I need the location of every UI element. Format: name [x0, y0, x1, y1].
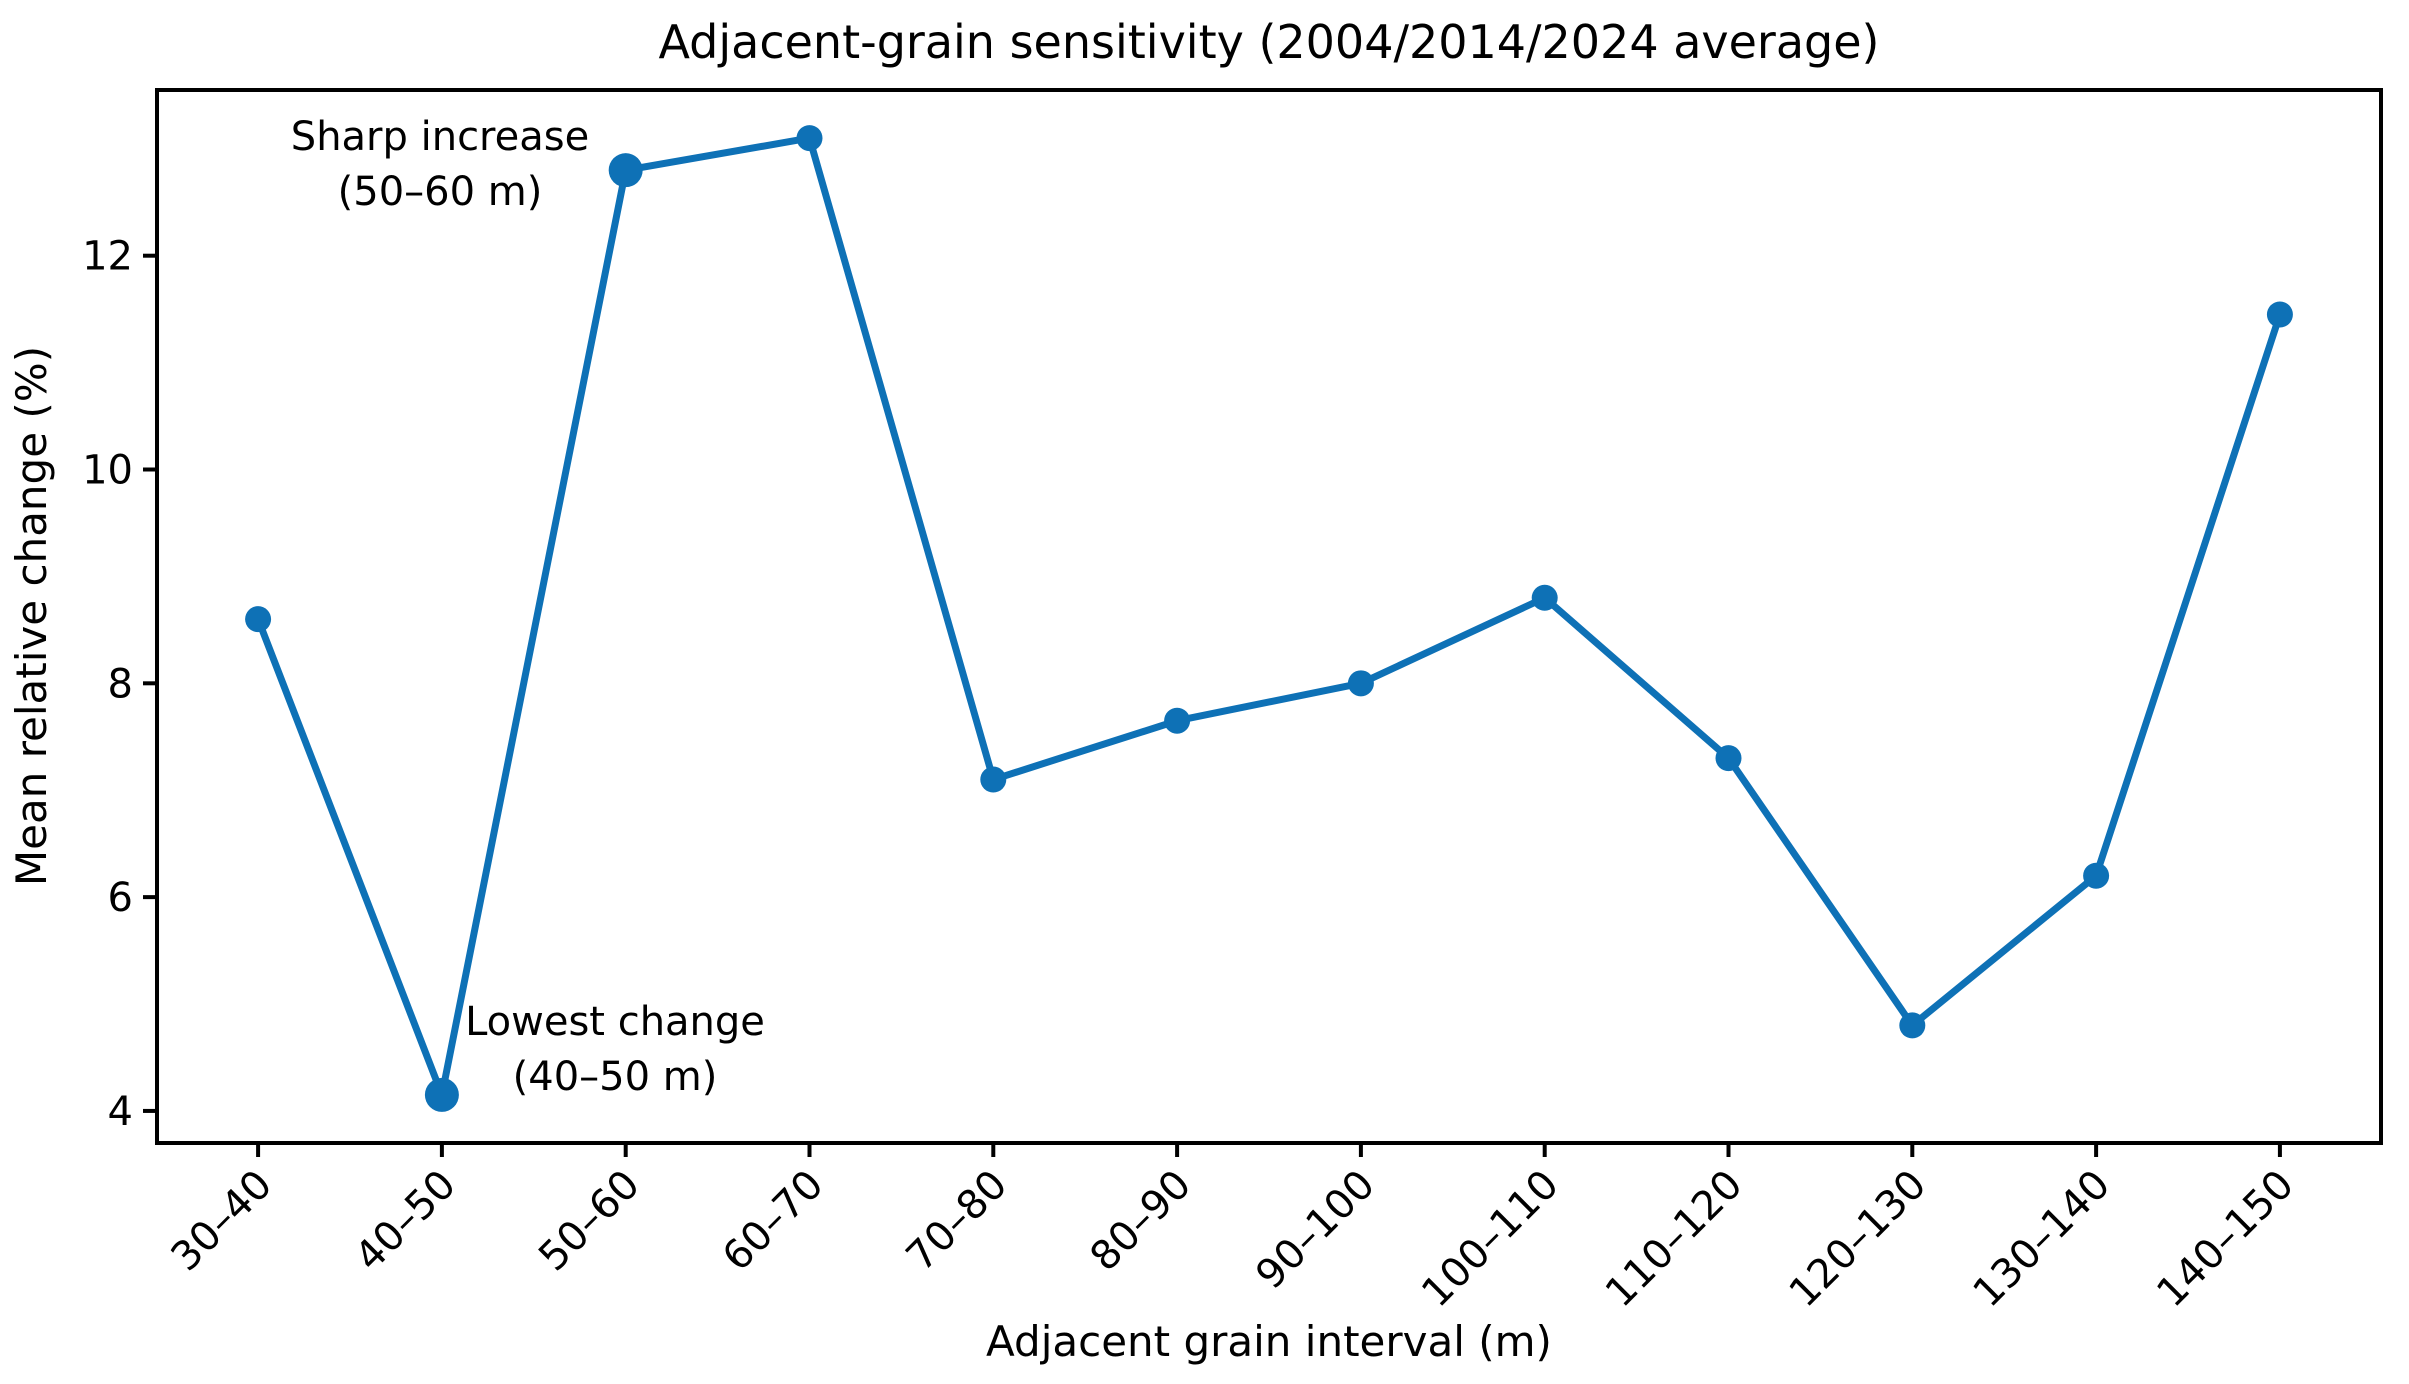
series-line — [254, 134, 2284, 1099]
data-point-marker — [608, 153, 643, 188]
x-tick-label: 120–130 — [1781, 1162, 1936, 1317]
series-group — [245, 125, 2293, 1112]
x-axis-title: Adjacent grain interval (m) — [986, 1317, 1552, 1366]
x-tick-label: 60–70 — [714, 1162, 833, 1281]
x-tick-label: 100–110 — [1413, 1162, 1568, 1317]
data-point-marker — [245, 606, 272, 633]
x-tick-label: 80–90 — [1082, 1162, 1201, 1281]
x-tick-label: 90–100 — [1247, 1162, 1384, 1299]
x-tick-label: 110–120 — [1597, 1162, 1752, 1317]
data-point-marker — [1164, 707, 1191, 734]
data-point-marker — [424, 1077, 459, 1112]
data-point-marker — [2083, 862, 2110, 889]
data-point-marker — [1531, 584, 1558, 611]
y-axis-title: Mean relative change (%) — [7, 346, 56, 886]
axes-group: 4 6 8 10 12 30–40 40–50 50–60 60–70 70–80 80–90 90–… — [82, 88, 2383, 1317]
data-point-marker — [1899, 1012, 1926, 1039]
annotation-sharp-increase-line2: (50–60 m) — [338, 169, 543, 215]
x-tick-label: 130–140 — [1965, 1162, 2120, 1317]
annotation-lowest-change-line1: Lowest change — [465, 999, 765, 1045]
y-tick-label: 12 — [82, 234, 133, 280]
data-point-marker — [796, 125, 823, 152]
data-point-marker — [1715, 745, 1742, 772]
x-tick-label: 30–40 — [163, 1162, 282, 1281]
y-tick-label: 8 — [108, 661, 133, 707]
annotation-sharp-increase-line1: Sharp increase — [291, 114, 589, 160]
y-tick-label: 10 — [82, 448, 133, 494]
y-tick-label: 4 — [108, 1089, 133, 1135]
x-tick-label: 70–80 — [898, 1162, 1017, 1281]
chart-title: Adjacent-grain sensitivity (2004/2014/20… — [659, 15, 1880, 69]
x-tick-label: 50–60 — [530, 1162, 649, 1281]
x-tick-label: 40–50 — [346, 1162, 465, 1281]
plot-border — [155, 88, 2383, 1145]
annotation-lowest-change-line2: (40–50 m) — [513, 1054, 718, 1100]
x-tick-label: 140–150 — [2148, 1162, 2303, 1317]
data-point-marker — [980, 766, 1007, 793]
data-point-marker — [1347, 670, 1374, 697]
data-point-marker — [2266, 301, 2293, 328]
y-tick-label: 6 — [108, 875, 133, 921]
